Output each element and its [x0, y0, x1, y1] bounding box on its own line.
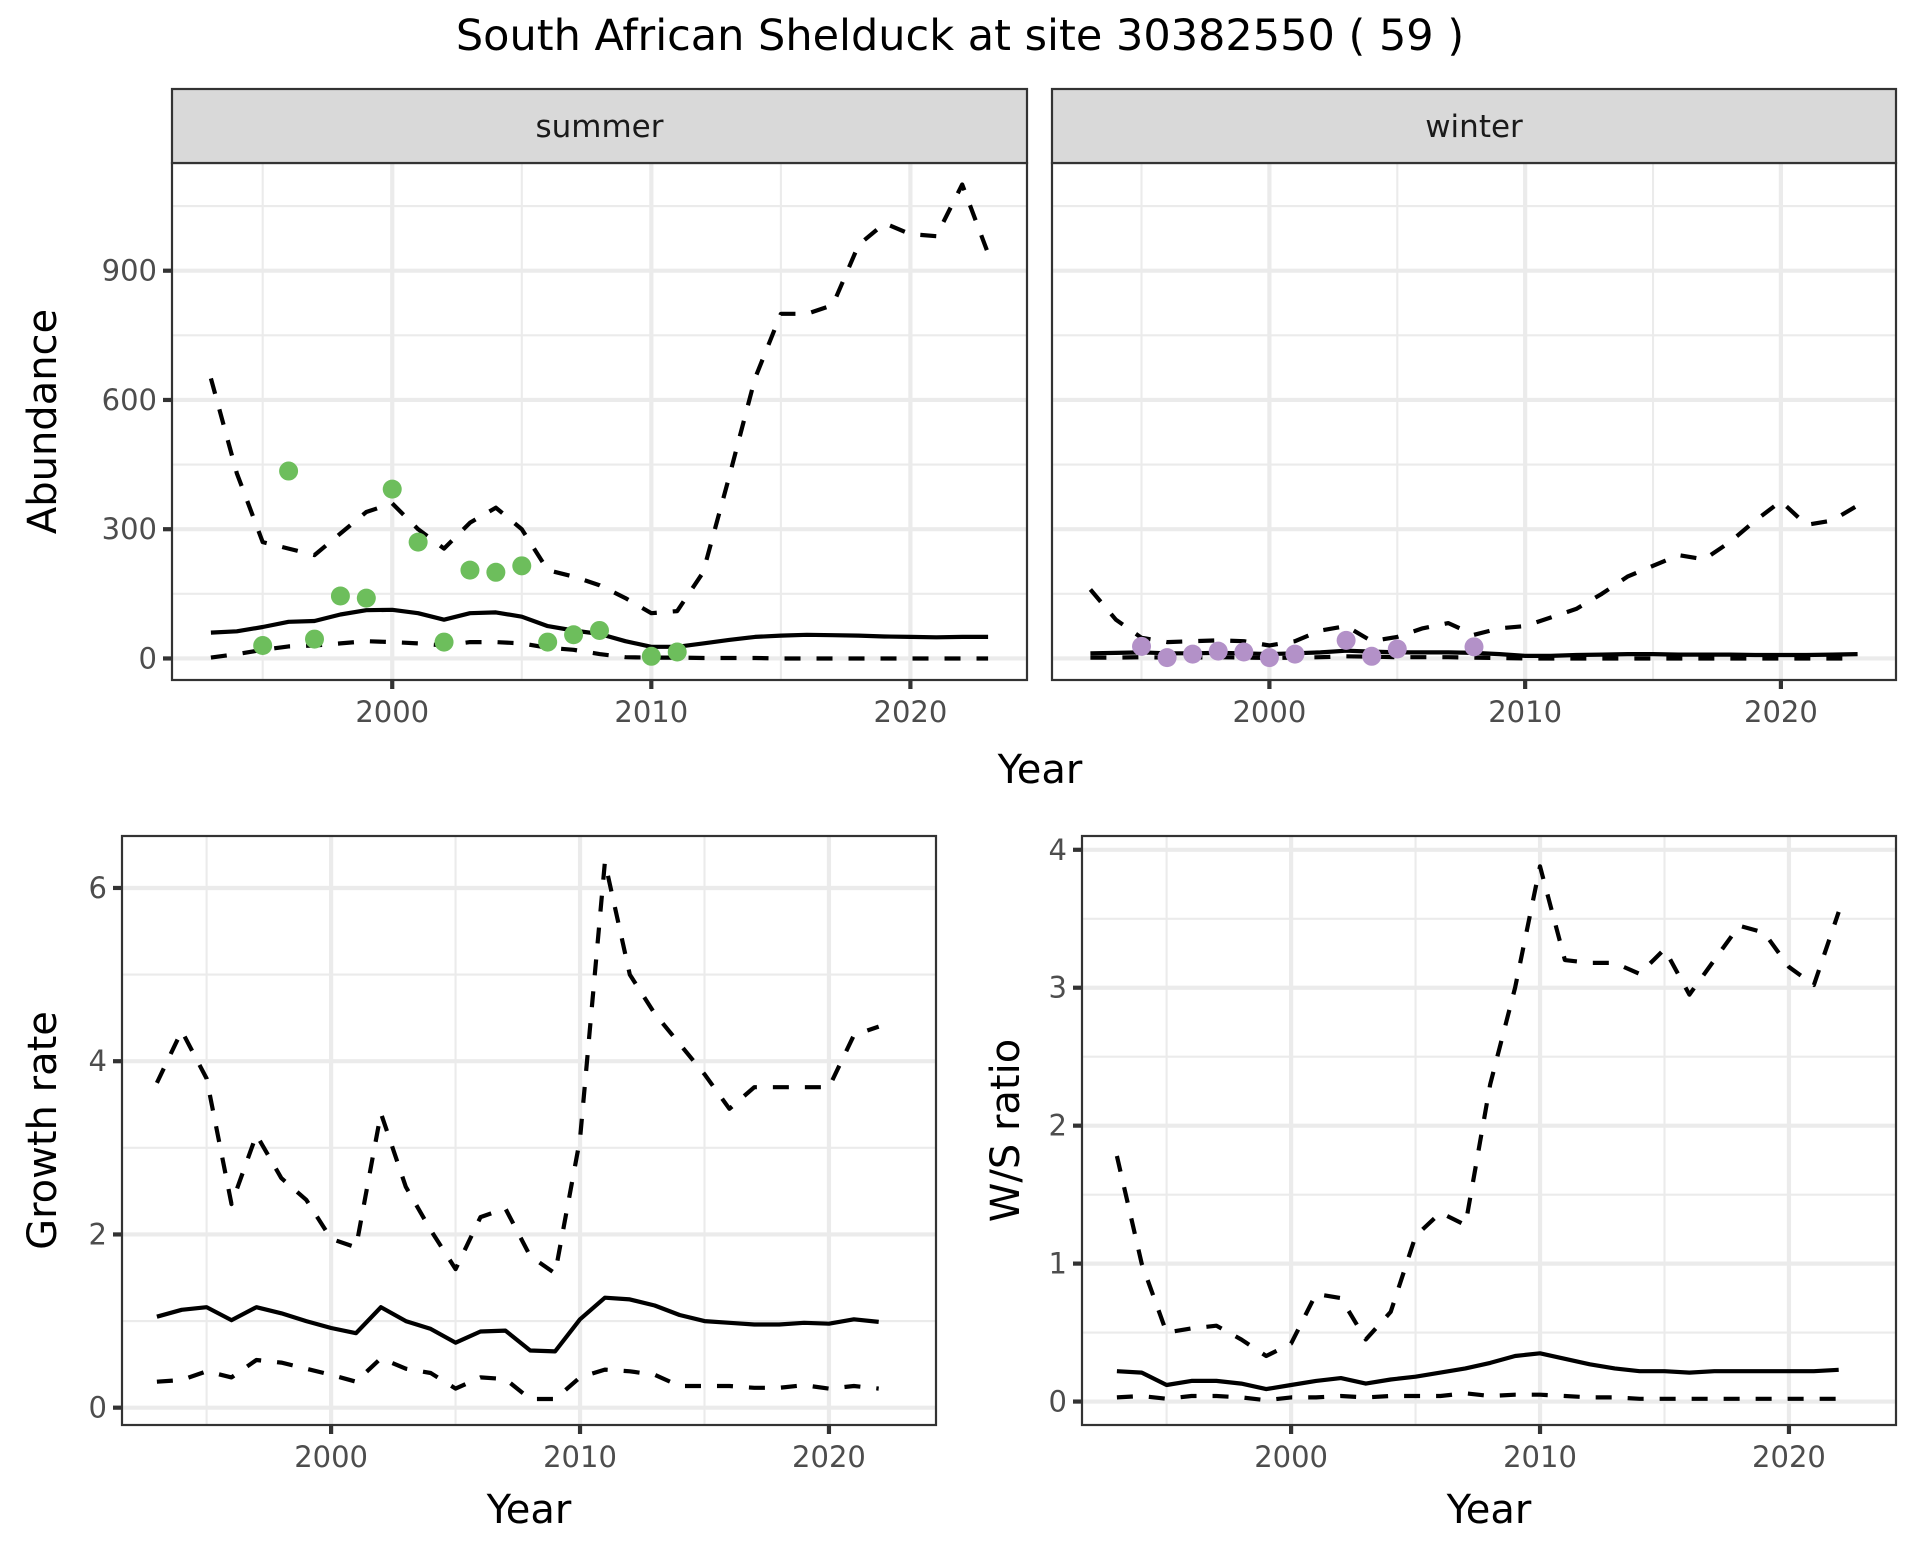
- y-tick-label: 2: [89, 1217, 107, 1251]
- abundance-summer-data-point: [564, 625, 584, 645]
- y-tick-label: 6: [89, 871, 107, 905]
- abundance-summer-data-point: [641, 646, 661, 666]
- panel-border: [1080, 834, 1898, 1427]
- growth-rate-mean-line: [156, 1295, 879, 1354]
- y-tick-label: 2: [1049, 1109, 1067, 1143]
- y-tick-label: 1: [1049, 1247, 1067, 1281]
- abundance-winter-data-point: [1259, 648, 1279, 668]
- abundance-winter-panel: winter 2000 2010 2020: [1050, 87, 1898, 729]
- abundance-summer-data-point: [512, 556, 532, 576]
- x-tick-label: 2020: [874, 695, 948, 729]
- x-tick-label: 2000: [355, 695, 429, 729]
- facet-strip: [1050, 87, 1898, 165]
- ws-ratio-lower-line: [1116, 1391, 1839, 1403]
- y-tick-label: 4: [89, 1044, 107, 1078]
- x-tick-label: 2010: [543, 1440, 617, 1474]
- y-tick-label: 0: [89, 1391, 107, 1425]
- growth-rate-panel: 2000 2010 2020 0 2 4 6 Growth rate Year: [20, 834, 938, 1533]
- abundance-summer-data-point: [305, 629, 324, 649]
- abundance-summer-data-point: [279, 461, 299, 481]
- x-tick-label: 2020: [792, 1440, 866, 1474]
- y-tick-label: 900: [102, 254, 157, 288]
- facet-label: winter: [1425, 109, 1523, 145]
- plot-background: [172, 163, 1027, 680]
- growth-rate-lower-line: [156, 1356, 879, 1402]
- abundance-summer-data-point: [590, 620, 609, 640]
- abundance-summer-data-point: [667, 642, 687, 662]
- plot-background: [1082, 836, 1896, 1425]
- x-tick-label: 2000: [1254, 1440, 1328, 1474]
- chart-title: South African Shelduck at site 30382550 …: [456, 11, 1464, 61]
- x-tick-label: 2010: [1488, 695, 1562, 729]
- abundance-winter-data-point: [1464, 637, 1484, 657]
- abundance-winter-data-point: [1208, 641, 1228, 661]
- y-axis-title: W/S ratio: [983, 1039, 1029, 1222]
- x-tick-label: 2020: [1752, 1440, 1826, 1474]
- y-tick-label: 4: [1049, 833, 1067, 867]
- abundance-summer-data-point: [486, 562, 506, 582]
- plot-background: [1052, 163, 1896, 680]
- top-x-axis-title: Year: [997, 747, 1083, 793]
- abundance-summer-lower-line: [210, 639, 989, 661]
- abundance-summer-data-point: [460, 560, 480, 580]
- abundance-summer-data-point: [538, 632, 558, 652]
- x-axis-title: Year: [486, 1487, 572, 1533]
- growth-rate-upper-line: [155, 859, 880, 1276]
- x-tick-label: 2020: [1744, 695, 1818, 729]
- x-tick-label: 2000: [1232, 695, 1306, 729]
- abundance-summer-data-point: [382, 479, 402, 499]
- y-tick-label: 600: [102, 383, 157, 417]
- abundance-winter-data-point: [1132, 636, 1152, 656]
- y-axis-title: Abundance: [20, 309, 66, 534]
- abundance-winter-data-point: [1285, 644, 1305, 664]
- y-tick-label: 3: [1049, 971, 1067, 1005]
- abundance-summer-data-point: [408, 532, 428, 552]
- x-tick-label: 2000: [294, 1440, 368, 1474]
- ws-ratio-mean-line: [1116, 1351, 1839, 1392]
- plot-background: [122, 836, 936, 1425]
- facet-strip: [170, 87, 1029, 165]
- x-tick-label: 2010: [1503, 1440, 1577, 1474]
- panel-border: [120, 834, 938, 1427]
- ws-ratio-panel: 2000 2010 2020 0 1 2 3 4 W/S ratio Year: [983, 833, 1898, 1533]
- y-tick-label: 300: [102, 512, 157, 546]
- abundance-winter-data-point: [1336, 630, 1356, 650]
- x-axis-title: Year: [1446, 1487, 1532, 1533]
- abundance-winter-data-point: [1157, 648, 1177, 668]
- y-tick-label: 0: [1049, 1385, 1067, 1419]
- abundance-winter-data-point: [1234, 642, 1254, 662]
- facet-label: summer: [535, 109, 663, 145]
- abundance-summer-data-point: [253, 636, 273, 656]
- abundance-summer-panel: summer 2000 2010 2020 0 300 600 900 Abundance: [20, 87, 1029, 729]
- abundance-winter-data-point: [1362, 646, 1382, 666]
- y-tick-label: 0: [139, 641, 157, 675]
- abundance-winter-data-point: [1387, 639, 1407, 659]
- abundance-winter-data-point: [1183, 644, 1203, 664]
- abundance-summer-upper-line: [208, 182, 991, 616]
- ws-ratio-upper-line: [1114, 864, 1841, 1359]
- y-axis-title: Growth rate: [20, 1011, 66, 1250]
- abundance-summer-data-point: [356, 588, 376, 608]
- x-tick-label: 2010: [614, 695, 688, 729]
- abundance-summer-data-point: [434, 632, 454, 652]
- abundance-summer-data-point: [330, 586, 350, 606]
